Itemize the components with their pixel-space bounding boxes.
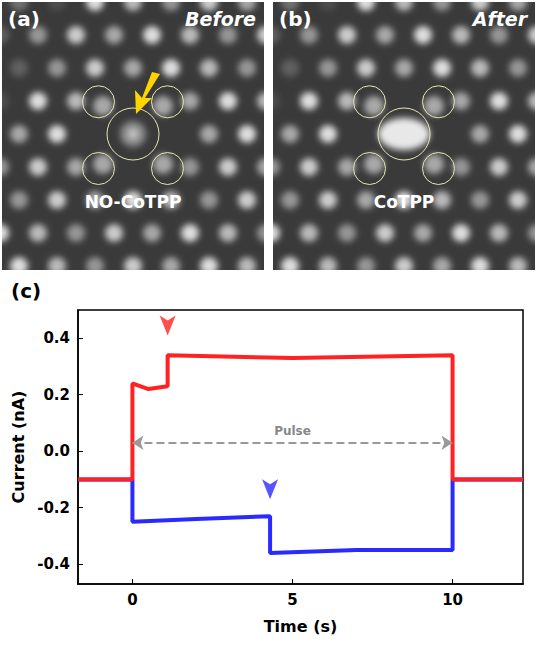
svg-text:NO-CoTPP: NO-CoTPP bbox=[85, 192, 182, 212]
svg-text:After: After bbox=[471, 8, 529, 30]
svg-text:-0.2: -0.2 bbox=[37, 499, 70, 517]
svg-text:5: 5 bbox=[287, 591, 297, 609]
svg-text:Pulse: Pulse bbox=[274, 424, 311, 438]
svg-text:10: 10 bbox=[442, 591, 463, 609]
svg-text:0.0: 0.0 bbox=[43, 442, 70, 460]
svg-text:Current (nA): Current (nA) bbox=[9, 391, 28, 504]
svg-text:0.2: 0.2 bbox=[43, 386, 70, 404]
svg-text:(a): (a) bbox=[8, 7, 40, 31]
svg-text:Time (s): Time (s) bbox=[264, 617, 338, 636]
svg-text:(b): (b) bbox=[279, 7, 312, 31]
svg-text:-0.4: -0.4 bbox=[37, 555, 70, 573]
svg-text:(c): (c) bbox=[11, 279, 41, 303]
svg-text:Before: Before bbox=[185, 8, 256, 30]
svg-text:0.4: 0.4 bbox=[43, 329, 70, 347]
svg-text:CoTPP: CoTPP bbox=[374, 192, 435, 212]
svg-text:0: 0 bbox=[127, 591, 137, 609]
